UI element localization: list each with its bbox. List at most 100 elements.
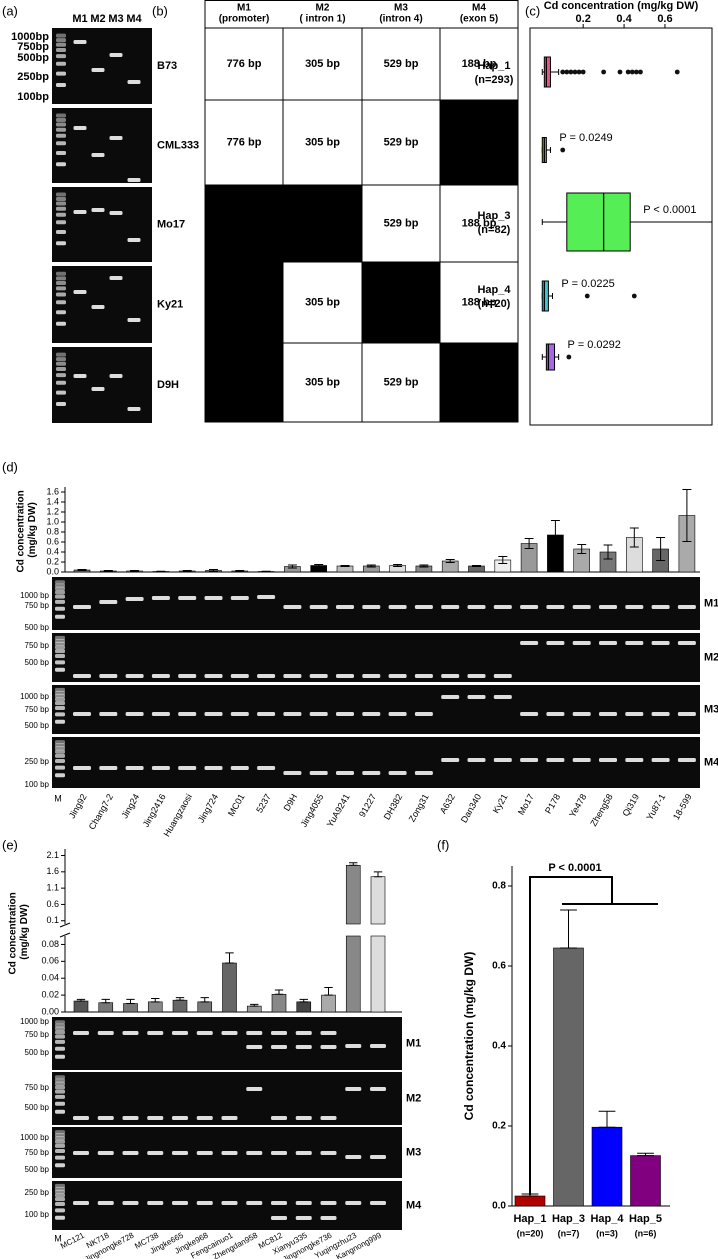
error-bar (261, 570, 271, 573)
column-name: M3 (394, 3, 408, 14)
outlier (560, 69, 566, 75)
gel-band (125, 712, 144, 716)
gel-band (55, 1030, 65, 1035)
category-label: Hap_2 (477, 138, 510, 150)
gel-band (56, 402, 66, 406)
gel-band (55, 743, 65, 748)
gel-band (97, 1031, 114, 1035)
cell-text: 529 bp (384, 217, 419, 229)
gel (52, 347, 152, 423)
y-tick-label: 0.1 (46, 915, 59, 925)
gel-band (56, 361, 66, 366)
gel-band (55, 1075, 65, 1080)
gel-band (493, 674, 512, 678)
outlier (638, 69, 643, 75)
p-value: P = 0.0249 (559, 132, 612, 144)
marker-label: 250 bp (25, 757, 50, 766)
gel-band (520, 758, 539, 762)
y-tick-label: 1.6 (46, 486, 59, 496)
gel-band (55, 740, 65, 745)
outlier (601, 69, 607, 75)
error-bar (175, 997, 185, 1001)
gel-band (336, 674, 354, 678)
gel-band (388, 605, 407, 609)
gel-band (122, 1151, 139, 1155)
marker-label: 500 bp (25, 721, 50, 730)
gel-band (55, 1139, 65, 1144)
gel-band (172, 1151, 188, 1155)
gel-band (414, 771, 433, 775)
cell-text: 776 bp (227, 58, 262, 70)
gel-band (493, 695, 512, 699)
sample-size: (n=20) (478, 298, 511, 310)
gel-band (362, 771, 381, 775)
bar (271, 993, 287, 1013)
gel-band (56, 276, 66, 281)
error-bar (156, 570, 166, 573)
cell-text: 305 bp (305, 376, 340, 388)
error-bar (393, 564, 403, 567)
gel-band (56, 162, 66, 167)
y-tick-label: 0.2 (492, 1121, 506, 1132)
gel (52, 685, 700, 734)
gel-band (271, 1151, 287, 1155)
gel-band (56, 300, 66, 305)
column-name: M4 (472, 3, 486, 14)
table-cell (204, 99, 284, 186)
gel-band (55, 586, 65, 591)
lane-label: DH382 (382, 792, 405, 821)
marker-label: 100 bp (25, 1210, 50, 1219)
gel-band (55, 1094, 65, 1099)
table-cell (361, 342, 441, 423)
gel-row-label: M2 (406, 1092, 421, 1104)
sample-size: (n=8) (481, 359, 508, 371)
gel-band (55, 1155, 65, 1160)
lane-label: Mo17 (516, 792, 536, 816)
x-tick-label: Hap_4 (590, 1213, 624, 1225)
gel-band (257, 766, 276, 770)
gel-band (56, 373, 66, 378)
gel-band (336, 605, 354, 609)
gel-band (320, 1216, 337, 1220)
gel-band (370, 1044, 386, 1048)
cell-text: 305 bp (305, 136, 340, 148)
gel-band (320, 1201, 337, 1205)
gel-band (56, 71, 66, 76)
gel-band (493, 758, 512, 762)
gel-band (73, 1031, 89, 1035)
gel-band (55, 1023, 65, 1028)
gel-band (55, 1081, 65, 1086)
gel-band (651, 641, 670, 645)
table-cell (282, 184, 363, 263)
gel-band (55, 599, 65, 604)
gel-band (362, 605, 381, 609)
gel-band (55, 660, 65, 665)
lane-label: Jing2416 (141, 792, 168, 829)
gel-band (204, 712, 223, 716)
gel-band (388, 771, 407, 775)
marker-label: 500 bp (25, 623, 50, 632)
error-bar (130, 570, 140, 572)
cell-text: 529 bp (384, 376, 419, 388)
gel-band (370, 1087, 386, 1091)
lane-label: M2 (90, 13, 105, 25)
gel-band (91, 68, 105, 72)
y-tick-label: 2.1 (46, 850, 59, 860)
gel-band (320, 1116, 337, 1120)
gel-band (56, 241, 66, 246)
lane-label: 18-599 (671, 792, 694, 821)
lane-label: Zong31 (407, 792, 431, 823)
bar (345, 865, 361, 925)
gel-band (295, 1045, 312, 1049)
gel-band (56, 280, 66, 285)
x-tick-label: Hap_3 (552, 1213, 585, 1225)
outlier (572, 69, 578, 75)
error-bar (76, 998, 86, 1002)
gel-band (127, 178, 141, 182)
gel-band (147, 1116, 164, 1120)
gel-band (56, 220, 66, 225)
gel-band (97, 1151, 114, 1155)
p-value: P < 0.0001 (643, 204, 696, 216)
gel-band (520, 712, 539, 716)
gel-band (246, 1045, 263, 1049)
